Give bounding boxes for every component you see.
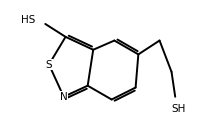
Text: HS: HS [20, 15, 35, 25]
Text: SH: SH [171, 104, 185, 114]
Text: N: N [60, 92, 67, 102]
Text: S: S [45, 59, 52, 70]
